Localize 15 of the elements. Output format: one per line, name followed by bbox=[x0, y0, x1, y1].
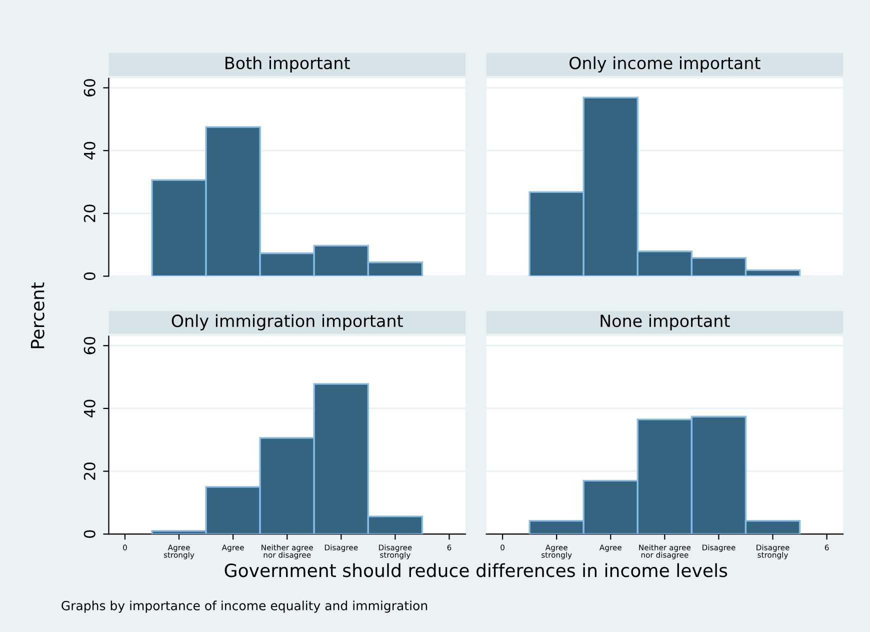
chart-title: Only income important bbox=[570, 56, 760, 73]
chart-title: Only immigration important bbox=[172, 314, 403, 330]
y-tick-label: 60 bbox=[84, 336, 96, 354]
x-axis-title: Government should reduce differences in income levels bbox=[224, 563, 728, 578]
y-tick-label: 20 bbox=[84, 204, 96, 222]
chart-title: None important bbox=[600, 314, 730, 330]
y-axis-title: Percent bbox=[30, 282, 44, 348]
y-tick-label: 40 bbox=[84, 142, 96, 160]
y-tick-label: 0 bbox=[84, 530, 96, 538]
y-tick-label: 0 bbox=[84, 272, 96, 280]
y-tick-label: 20 bbox=[84, 462, 96, 480]
text: Graphs by importance of income equality and immigration bbox=[62, 600, 428, 613]
chart-title: Both important bbox=[226, 56, 350, 73]
y-tick-label: 60 bbox=[84, 79, 96, 96]
y-tick-label: 40 bbox=[84, 400, 96, 418]
